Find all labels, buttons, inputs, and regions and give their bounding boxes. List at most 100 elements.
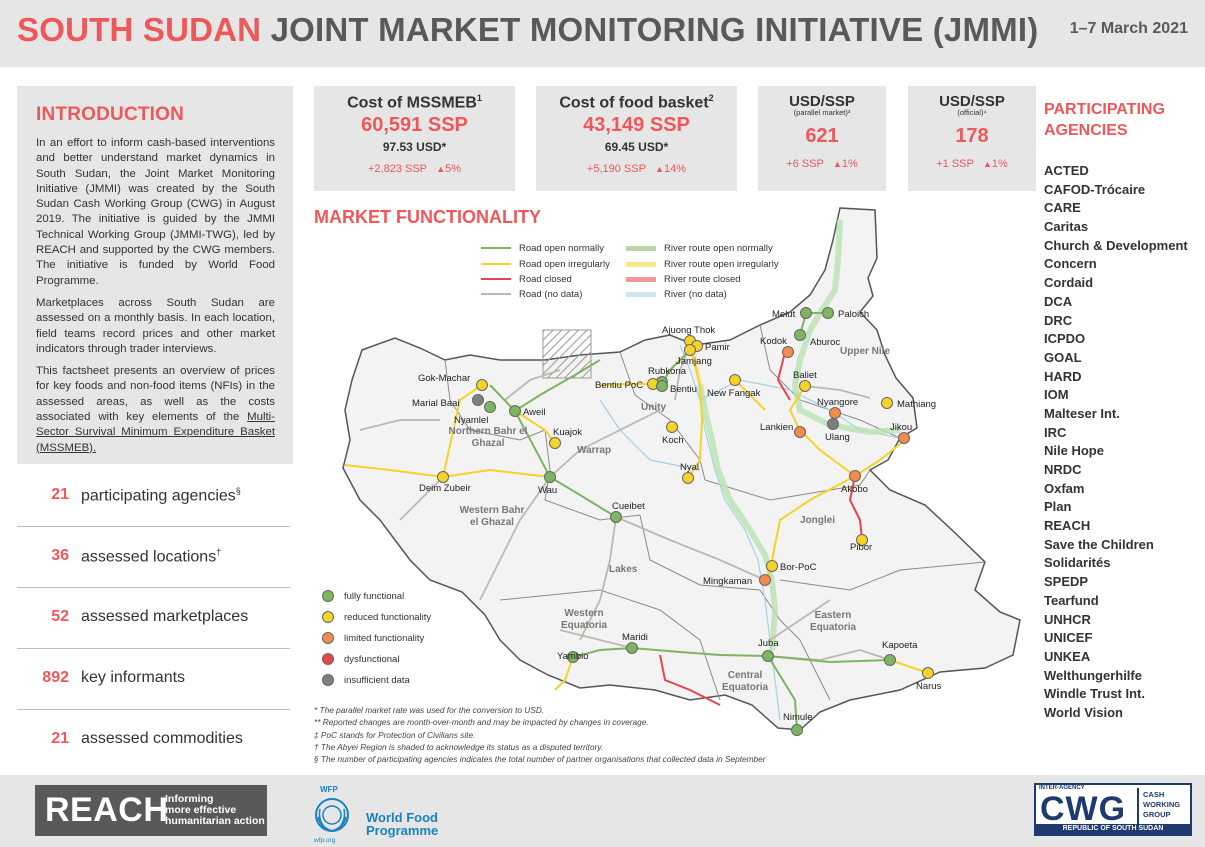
- location-marker[interactable]: [484, 401, 496, 413]
- legend-road-no-data: Road (no data): [481, 289, 582, 301]
- location-marker[interactable]: [472, 394, 484, 406]
- kpi-subtitle: (official)⁴: [957, 108, 987, 117]
- agency-item: DCA: [1044, 293, 1073, 309]
- agency-item: Malteser Int.: [1044, 405, 1120, 421]
- region-label: Upper Nile: [840, 346, 891, 357]
- stat-footnote-mark: §: [235, 486, 241, 496]
- region-label: Central Equatoria: [721, 670, 769, 693]
- stat-label-text: assessed marketplaces: [81, 608, 249, 625]
- introduction-heading: INTRODUCTION: [36, 104, 185, 125]
- location-marker[interactable]: [794, 426, 806, 438]
- legend-label: River route open irregularly: [664, 259, 779, 270]
- kpi-change-amount: +5,190 SSP: [586, 163, 646, 176]
- header-bar: SOUTH SUDAN JOINT MARKET MONITORING INIT…: [0, 0, 1205, 67]
- kpi-change: +1 SSP ▲1%: [908, 158, 1036, 170]
- stat-number: 21: [51, 730, 69, 747]
- kpi-change-pct: 1%: [841, 158, 858, 170]
- location-label: Deim Zubeir: [419, 483, 471, 494]
- location-marker[interactable]: [849, 470, 861, 482]
- agency-item: NRDC: [1044, 462, 1082, 477]
- legend-label: Road open normally: [519, 243, 605, 254]
- legend-label: dysfunctional: [344, 654, 400, 665]
- location-marker[interactable]: [822, 307, 834, 319]
- mssmeb-link[interactable]: Multi-Sector Survival Minimum Expenditur…: [36, 411, 275, 454]
- legend-label: Road closed: [519, 274, 572, 285]
- location-marker[interactable]: [827, 418, 839, 430]
- location-marker[interactable]: [782, 346, 794, 358]
- location-marker[interactable]: [610, 511, 622, 523]
- region-label: Eastern Equatoria: [809, 610, 857, 633]
- kpi-food-basket: Cost of food basket2 43,149 SSP 69.45 US…: [536, 86, 737, 191]
- kpi-title: USD/SSP: [939, 93, 1005, 110]
- location-marker[interactable]: [922, 667, 934, 679]
- legend-line-swatch: [481, 293, 511, 296]
- location-label: Jikou: [890, 422, 913, 433]
- location-marker[interactable]: [884, 654, 896, 666]
- location-label: Maridi: [622, 632, 648, 643]
- location-marker[interactable]: [567, 651, 579, 663]
- legend-line-swatch: [481, 263, 511, 266]
- legend-label: River route closed: [664, 274, 741, 285]
- intro-paragraph-3-text: This factsheet presents an overview of p…: [36, 365, 275, 424]
- stat-row: 36 assessed locations†: [17, 527, 290, 588]
- tagline-line: Informing: [165, 793, 214, 805]
- agency-item: Save the Children: [1044, 536, 1154, 552]
- location-marker[interactable]: [549, 437, 561, 449]
- legend-river-swatch: [626, 291, 656, 297]
- location-marker[interactable]: [762, 650, 774, 662]
- location-marker[interactable]: [682, 472, 694, 484]
- cwg-logo-text: CWG: [1040, 790, 1127, 828]
- stat-row: 21 assessed commodities: [17, 710, 290, 771]
- location-marker[interactable]: [544, 471, 556, 483]
- location-label: Cueibet: [612, 501, 645, 512]
- location-marker[interactable]: [794, 329, 806, 341]
- location-label: Ulang: [825, 432, 850, 443]
- stat-label-text: assessed locations: [81, 548, 217, 566]
- location-marker[interactable]: [729, 374, 741, 386]
- legend-reduced: reduced functionality: [322, 611, 431, 625]
- region-label: Jonglei: [800, 515, 836, 526]
- location-marker[interactable]: [684, 344, 696, 356]
- agency-item: Oxfam: [1044, 480, 1085, 496]
- location-marker[interactable]: [800, 307, 812, 319]
- kpi-title: Cost of food basket2: [536, 93, 737, 112]
- agency-item: CARE: [1044, 200, 1081, 216]
- stat-number: 52: [51, 608, 69, 625]
- cwg-top-label: INTER-AGENCY: [1039, 785, 1085, 791]
- location-marker[interactable]: [791, 724, 803, 736]
- kpi-change-amount: +1 SSP: [936, 158, 974, 170]
- cwg-side-line: CASH: [1143, 790, 1165, 799]
- stat-number: 892: [42, 669, 69, 686]
- kpi-value: 178: [955, 125, 989, 147]
- location-marker[interactable]: [476, 379, 488, 391]
- location-label: Aweil: [523, 407, 546, 418]
- kpi-title: USD/SSP: [789, 93, 855, 110]
- kpi-change-pct: 14%: [664, 163, 687, 176]
- cwg-side-line: GROUP: [1143, 810, 1171, 819]
- location-marker[interactable]: [759, 574, 771, 586]
- stat-label-text: assessed commodities: [81, 730, 243, 747]
- location-label: Kuajok: [553, 427, 583, 438]
- location-label: New Fangak: [707, 388, 761, 399]
- location-marker[interactable]: [799, 380, 811, 392]
- location-marker[interactable]: [666, 421, 678, 433]
- location-marker[interactable]: [656, 380, 668, 392]
- footnote: * The parallel market rate was used for …: [314, 705, 545, 715]
- location-marker[interactable]: [881, 397, 893, 409]
- location-label: Jamjang: [676, 356, 712, 367]
- agency-item: UNHCR: [1044, 611, 1091, 627]
- kpi-title-text: Cost of MSSMEB: [347, 94, 477, 112]
- location-label: Baliet: [793, 370, 817, 381]
- agency-item: Windle Trust Int.: [1044, 686, 1145, 702]
- location-marker[interactable]: [509, 405, 521, 417]
- location-marker[interactable]: [437, 471, 449, 483]
- location-label: Pamir: [705, 342, 730, 353]
- intro-paragraph-2: Marketplaces across South Sudan are asse…: [36, 296, 275, 355]
- location-marker[interactable]: [898, 432, 910, 444]
- location-label: Melut: [772, 309, 796, 320]
- stat-label: participating agencies§: [81, 486, 241, 505]
- location-marker[interactable]: [766, 560, 778, 572]
- location-marker[interactable]: [626, 642, 638, 654]
- agency-item: Caritas: [1044, 219, 1089, 235]
- location-marker[interactable]: [856, 534, 868, 546]
